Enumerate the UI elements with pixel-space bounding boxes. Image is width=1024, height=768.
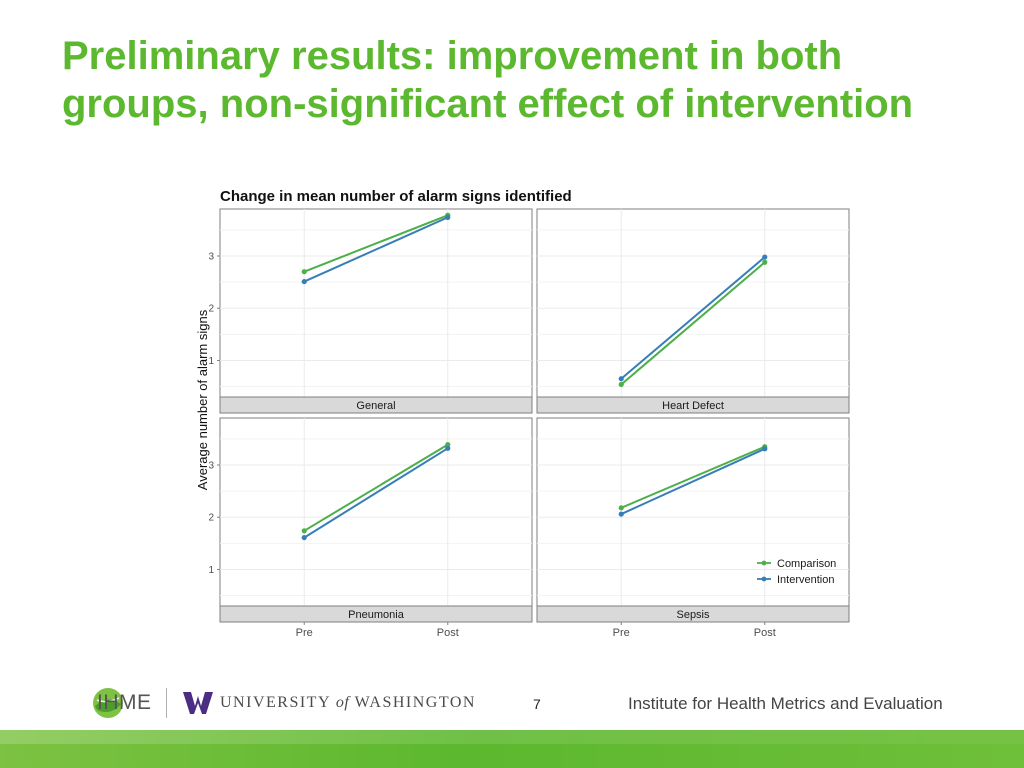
legend-label-comparison: Comparison — [777, 558, 836, 570]
bottom-band-highlight — [0, 730, 1024, 744]
data-point-intervention — [618, 376, 624, 382]
data-point-comparison — [301, 269, 307, 275]
y-tick-label: 1 — [208, 356, 214, 367]
uw-wordmark: UNIVERSITY of WASHINGTON — [220, 694, 476, 712]
facet-panel-sepsis: Sepsis Pre Post — [536, 417, 850, 639]
uw-label-washington: WASHINGTON — [354, 694, 476, 711]
series-line-intervention — [620, 447, 766, 515]
facet-strip-label: General — [356, 400, 395, 412]
facet-panels: 1 2 3 General Heart Defect 1 2 3 Pneumonia Pre Pos… — [208, 208, 850, 639]
page-number: 7 — [533, 696, 541, 712]
data-point-intervention — [301, 278, 307, 285]
data-point-comparison — [762, 259, 768, 265]
data-point-comparison — [301, 528, 307, 534]
data-point-intervention — [618, 511, 624, 517]
y-tick-label: 1 — [208, 565, 214, 576]
series-line-comparison — [620, 261, 766, 386]
facet-strip — [536, 605, 850, 623]
data-point-intervention — [762, 446, 768, 452]
facet-strip-label: Pneumonia — [348, 609, 405, 621]
uw-label-of: of — [335, 694, 350, 711]
legend-key-point-comparison — [761, 560, 767, 566]
legend-key-point-intervention — [761, 576, 767, 582]
slide-title: Preliminary results: improvement in both… — [62, 34, 914, 126]
y-tick-label: 3 — [208, 461, 214, 472]
x-tick-label: Post — [437, 627, 459, 639]
x-tick-label: Post — [754, 627, 776, 639]
x-tick-label: Pre — [613, 627, 630, 639]
panel-frame — [536, 417, 850, 623]
legend: Comparison Intervention — [757, 558, 836, 586]
data-point-intervention — [445, 214, 451, 220]
facet-strip — [536, 396, 850, 414]
bottom-green-band — [0, 730, 1024, 768]
facet-panel-heart-defect: Heart Defect — [536, 208, 850, 414]
legend-label-intervention: Intervention — [777, 574, 834, 586]
ihme-logo-icon — [93, 688, 123, 718]
series-line-comparison — [303, 214, 449, 273]
facet-strip — [219, 396, 533, 414]
y-axis-label: Average number of alarm signs — [195, 309, 210, 490]
facet-panel-general: 1 2 3 General — [208, 208, 533, 414]
faceted-line-chart: Change in mean number of alarm signs ide… — [195, 188, 850, 639]
ihme-label: IHME — [97, 691, 152, 714]
series-line-intervention — [303, 447, 449, 539]
series-line-intervention — [303, 216, 449, 283]
facet-strip — [219, 605, 533, 623]
data-point-comparison — [618, 505, 624, 511]
panel-frame — [536, 208, 850, 414]
data-point-intervention — [445, 445, 451, 451]
y-tick-label: 2 — [208, 304, 214, 315]
uw-label-university: UNIVERSITY — [220, 694, 331, 711]
chart-title: Change in mean number of alarm signs ide… — [220, 188, 572, 205]
facet-strip-label: Sepsis — [676, 609, 710, 621]
y-tick-label: 2 — [208, 513, 214, 524]
institute-name: Institute for Health Metrics and Evaluat… — [628, 694, 943, 713]
uw-w-logo-icon — [183, 692, 213, 714]
x-tick-label: Pre — [296, 627, 313, 639]
series-line-comparison — [620, 445, 766, 509]
facet-strip-label: Heart Defect — [662, 400, 724, 412]
data-point-intervention — [301, 534, 307, 541]
panel-frame — [219, 208, 533, 414]
data-point-intervention — [762, 254, 768, 260]
series-line-intervention — [620, 256, 766, 380]
panel-frame — [219, 417, 533, 623]
data-point-comparison — [618, 381, 624, 388]
data-point-comparison — [445, 442, 451, 448]
facet-panel-pneumonia: 1 2 3 Pneumonia Pre Post — [208, 417, 533, 639]
series-line-comparison — [303, 443, 449, 532]
footer-divider — [166, 688, 167, 718]
y-tick-label: 3 — [208, 252, 214, 263]
